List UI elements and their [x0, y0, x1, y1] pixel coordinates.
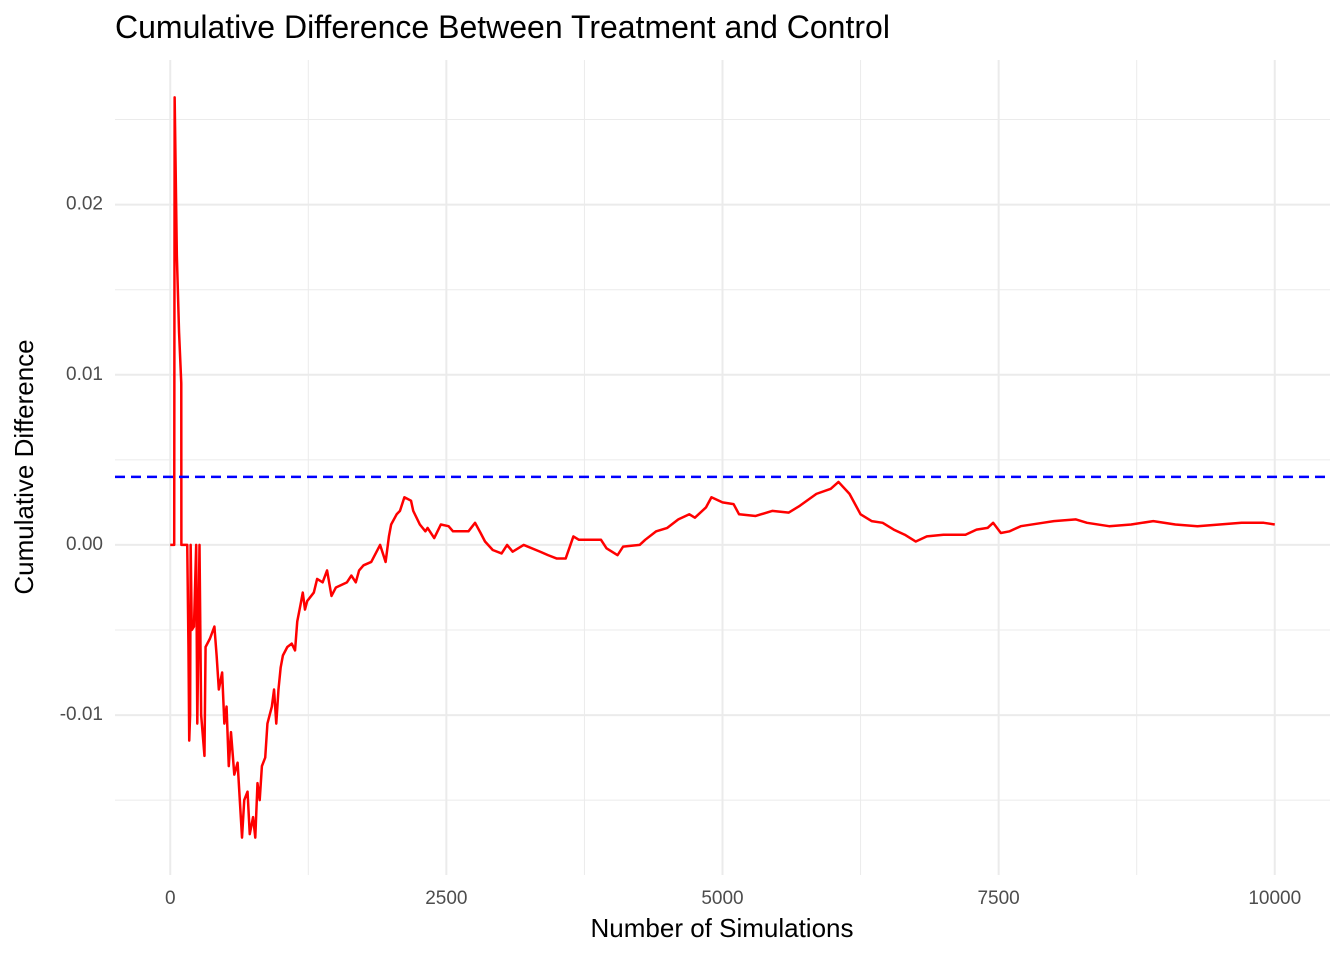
y-tick-label: -0.01: [60, 704, 103, 725]
y-tick-label: 0.02: [66, 194, 103, 215]
y-tick-label: 0.00: [66, 534, 103, 555]
x-tick-label: 7500: [977, 888, 1019, 909]
x-tick-label: 0: [165, 888, 176, 909]
x-tick-label: 2500: [425, 888, 467, 909]
x-tick-label: 5000: [701, 888, 743, 909]
chart-title: Cumulative Difference Between Treatment …: [115, 9, 890, 45]
x-tick-label: 10000: [1248, 888, 1301, 909]
y-axis-title: Cumulative Difference: [9, 339, 39, 594]
data-line: [170, 96, 1275, 839]
y-tick-label: 0.01: [66, 364, 103, 385]
x-axis-title: Number of Simulations: [591, 913, 854, 943]
